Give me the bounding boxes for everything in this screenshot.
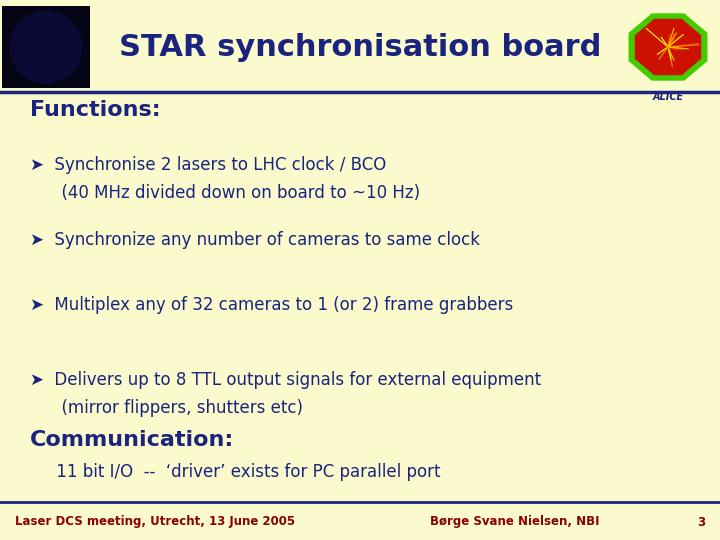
Text: ➤  Synchronise 2 lasers to LHC clock / BCO: ➤ Synchronise 2 lasers to LHC clock / BC… xyxy=(30,156,386,174)
Text: 3: 3 xyxy=(697,516,705,529)
Text: Functions:: Functions: xyxy=(30,100,161,120)
Circle shape xyxy=(31,32,61,62)
Text: ➤  Synchronize any number of cameras to same clock: ➤ Synchronize any number of cameras to s… xyxy=(30,231,480,249)
Text: Laser DCS meeting, Utrecht, 13 June 2005: Laser DCS meeting, Utrecht, 13 June 2005 xyxy=(15,516,295,529)
Text: ➤  Multiplex any of 32 cameras to 1 (or 2) frame grabbers: ➤ Multiplex any of 32 cameras to 1 (or 2… xyxy=(30,296,513,314)
Circle shape xyxy=(45,45,48,49)
Text: Børge Svane Nielsen, NBI: Børge Svane Nielsen, NBI xyxy=(430,516,600,529)
Circle shape xyxy=(22,23,70,71)
Text: (40 MHz divided down on board to ~10 Hz): (40 MHz divided down on board to ~10 Hz) xyxy=(30,184,420,202)
Text: 11 bit I/O  --  ‘driver’ exists for PC parallel port: 11 bit I/O -- ‘driver’ exists for PC par… xyxy=(30,463,441,481)
Text: STAR synchronisation board: STAR synchronisation board xyxy=(119,33,601,63)
Circle shape xyxy=(42,43,50,51)
FancyBboxPatch shape xyxy=(2,6,90,88)
Text: ALICE: ALICE xyxy=(652,92,683,102)
Text: (mirror flippers, shutters etc): (mirror flippers, shutters etc) xyxy=(30,399,303,417)
Circle shape xyxy=(10,11,82,83)
Text: ➤  Delivers up to 8 TTL output signals for external equipment: ➤ Delivers up to 8 TTL output signals fo… xyxy=(30,371,541,389)
Polygon shape xyxy=(629,14,707,80)
Circle shape xyxy=(37,38,55,56)
Polygon shape xyxy=(635,19,701,75)
Text: Communication:: Communication: xyxy=(30,430,234,450)
